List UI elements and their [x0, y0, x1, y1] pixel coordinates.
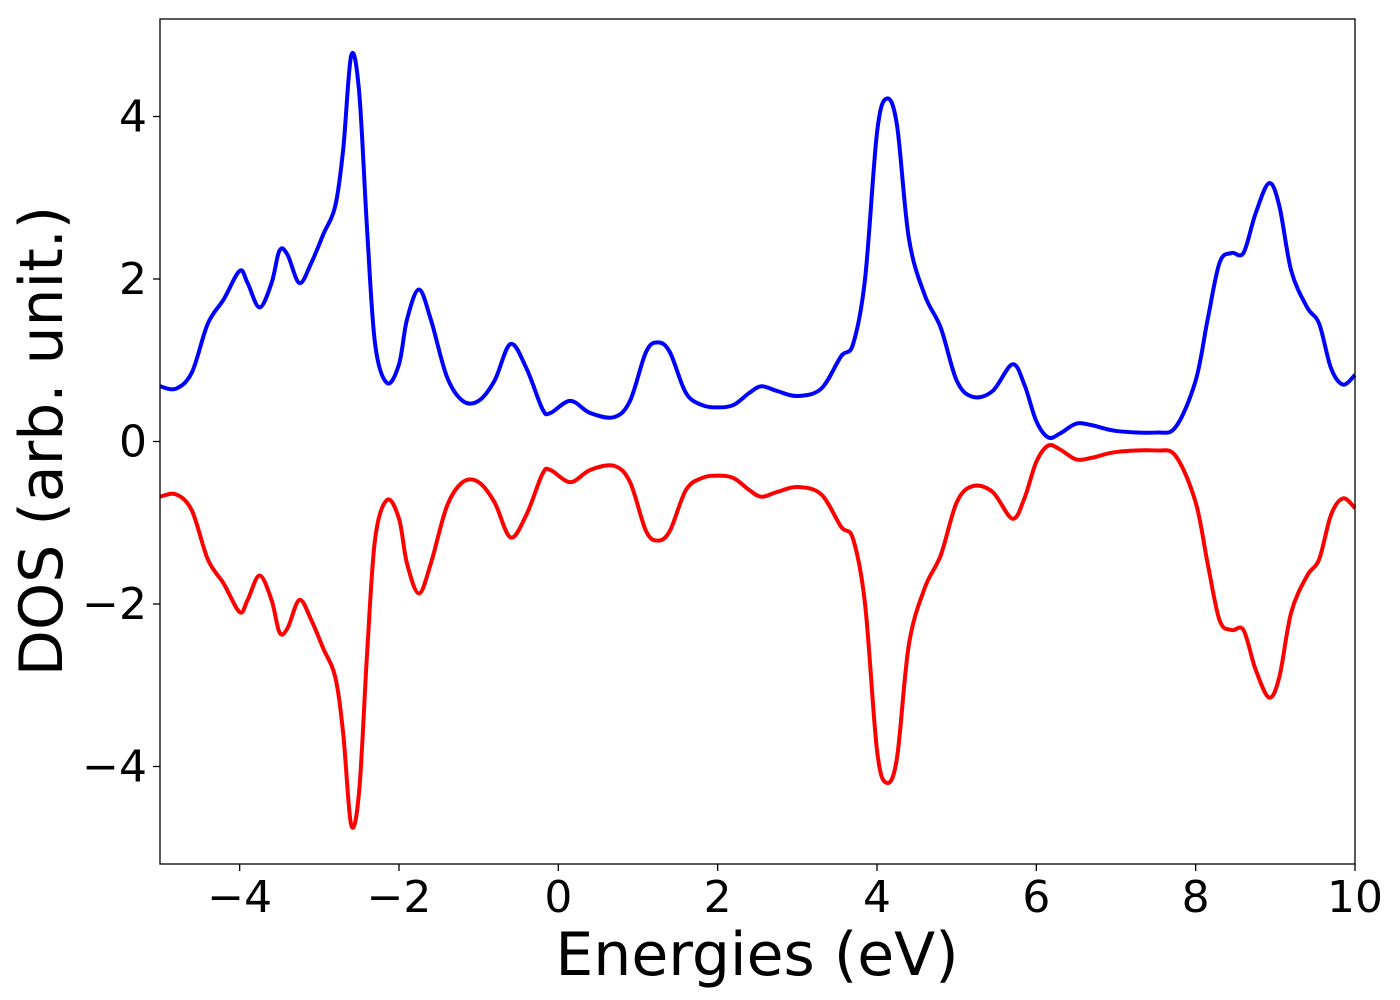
x-tick-label: 10	[1327, 872, 1383, 923]
x-tick-label: −4	[207, 872, 272, 923]
y-axis-label: DOS (arb. unit.)	[7, 206, 77, 676]
series-line-0	[159, 51, 1357, 440]
x-tick-label: 6	[1022, 872, 1050, 923]
x-axis-label: Energies (eV)	[555, 920, 958, 990]
plot-background	[160, 19, 1355, 864]
x-axis-ticks: −4 −2 0 2 4 6 8 10	[207, 864, 1383, 923]
y-tick-label: −4	[82, 742, 147, 793]
series-layer	[159, 51, 1357, 830]
y-tick-label: 4	[119, 92, 147, 143]
y-tick-label: 0	[119, 417, 147, 468]
y-tick-label: 2	[119, 254, 147, 305]
x-tick-label: 4	[863, 872, 891, 923]
series-line-1	[159, 443, 1357, 830]
x-tick-label: −2	[367, 872, 432, 923]
x-tick-label: 2	[704, 872, 732, 923]
x-tick-label: 8	[1182, 872, 1210, 923]
x-tick-label: 0	[544, 872, 572, 923]
y-axis-ticks: −4 −2 0 2 4	[82, 92, 160, 793]
y-tick-label: −2	[82, 579, 147, 630]
